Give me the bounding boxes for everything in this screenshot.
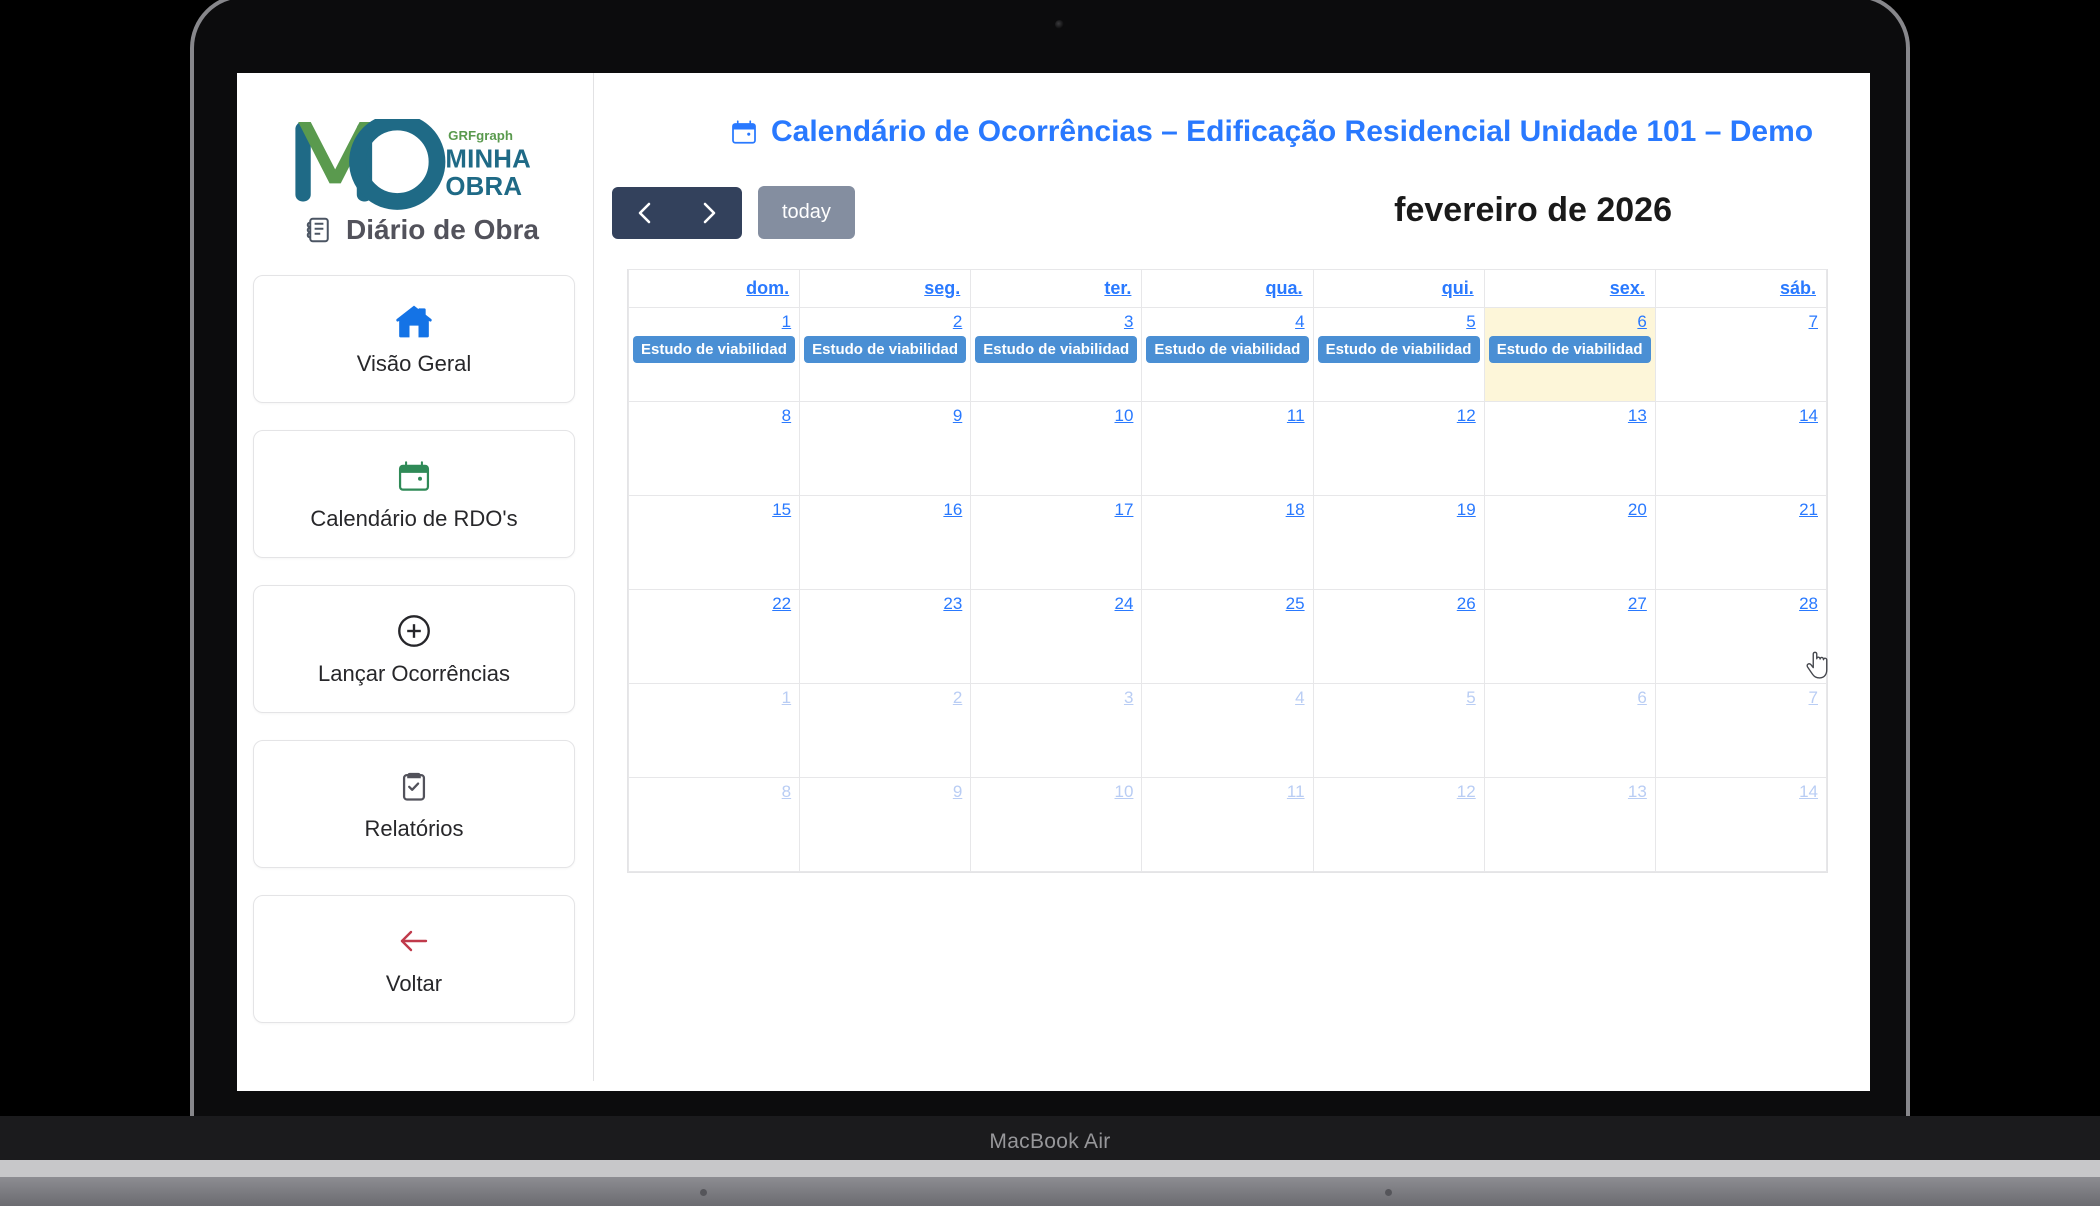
svg-text:OBRA: OBRA	[445, 173, 522, 201]
svg-text:MINHA: MINHA	[445, 145, 531, 173]
svg-text:GRFgraph: GRFgraph	[448, 128, 513, 143]
